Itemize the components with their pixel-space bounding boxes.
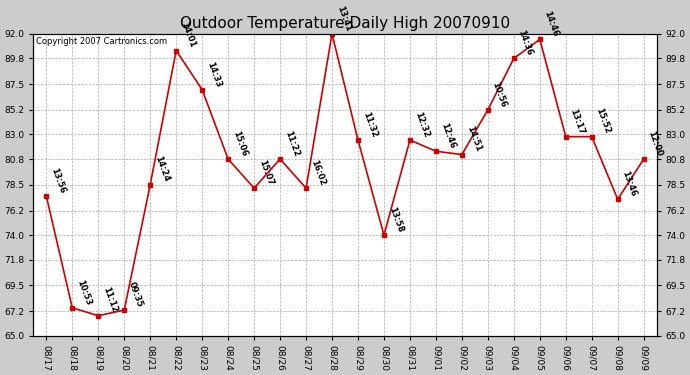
Text: 12:46: 12:46 xyxy=(439,122,456,150)
Text: 14:46: 14:46 xyxy=(542,10,560,38)
Text: 12:00: 12:00 xyxy=(647,130,664,158)
Text: 13:41: 13:41 xyxy=(335,4,353,32)
Text: 15:06: 15:06 xyxy=(231,129,248,158)
Text: 11:12: 11:12 xyxy=(101,286,119,314)
Text: 09:35: 09:35 xyxy=(127,281,144,309)
Text: 14:24: 14:24 xyxy=(153,155,170,183)
Text: 10:53: 10:53 xyxy=(75,278,92,306)
Text: 10:56: 10:56 xyxy=(491,80,509,108)
Text: 11:32: 11:32 xyxy=(361,111,378,139)
Text: 16:02: 16:02 xyxy=(309,159,326,187)
Text: 14:01: 14:01 xyxy=(179,21,197,49)
Text: 13:46: 13:46 xyxy=(620,170,638,198)
Text: 13:56: 13:56 xyxy=(49,166,67,195)
Text: 15:07: 15:07 xyxy=(257,159,275,187)
Text: 11:22: 11:22 xyxy=(283,129,300,158)
Text: 14:36: 14:36 xyxy=(517,29,534,57)
Text: 15:52: 15:52 xyxy=(595,107,612,135)
Title: Outdoor Temperature Daily High 20070910: Outdoor Temperature Daily High 20070910 xyxy=(180,16,510,31)
Text: 14:51: 14:51 xyxy=(464,125,482,153)
Text: 13:58: 13:58 xyxy=(386,206,404,234)
Text: 14:33: 14:33 xyxy=(205,60,222,88)
Text: 13:17: 13:17 xyxy=(569,107,586,135)
Text: Copyright 2007 Cartronics.com: Copyright 2007 Cartronics.com xyxy=(37,37,168,46)
Text: 12:32: 12:32 xyxy=(413,111,431,139)
